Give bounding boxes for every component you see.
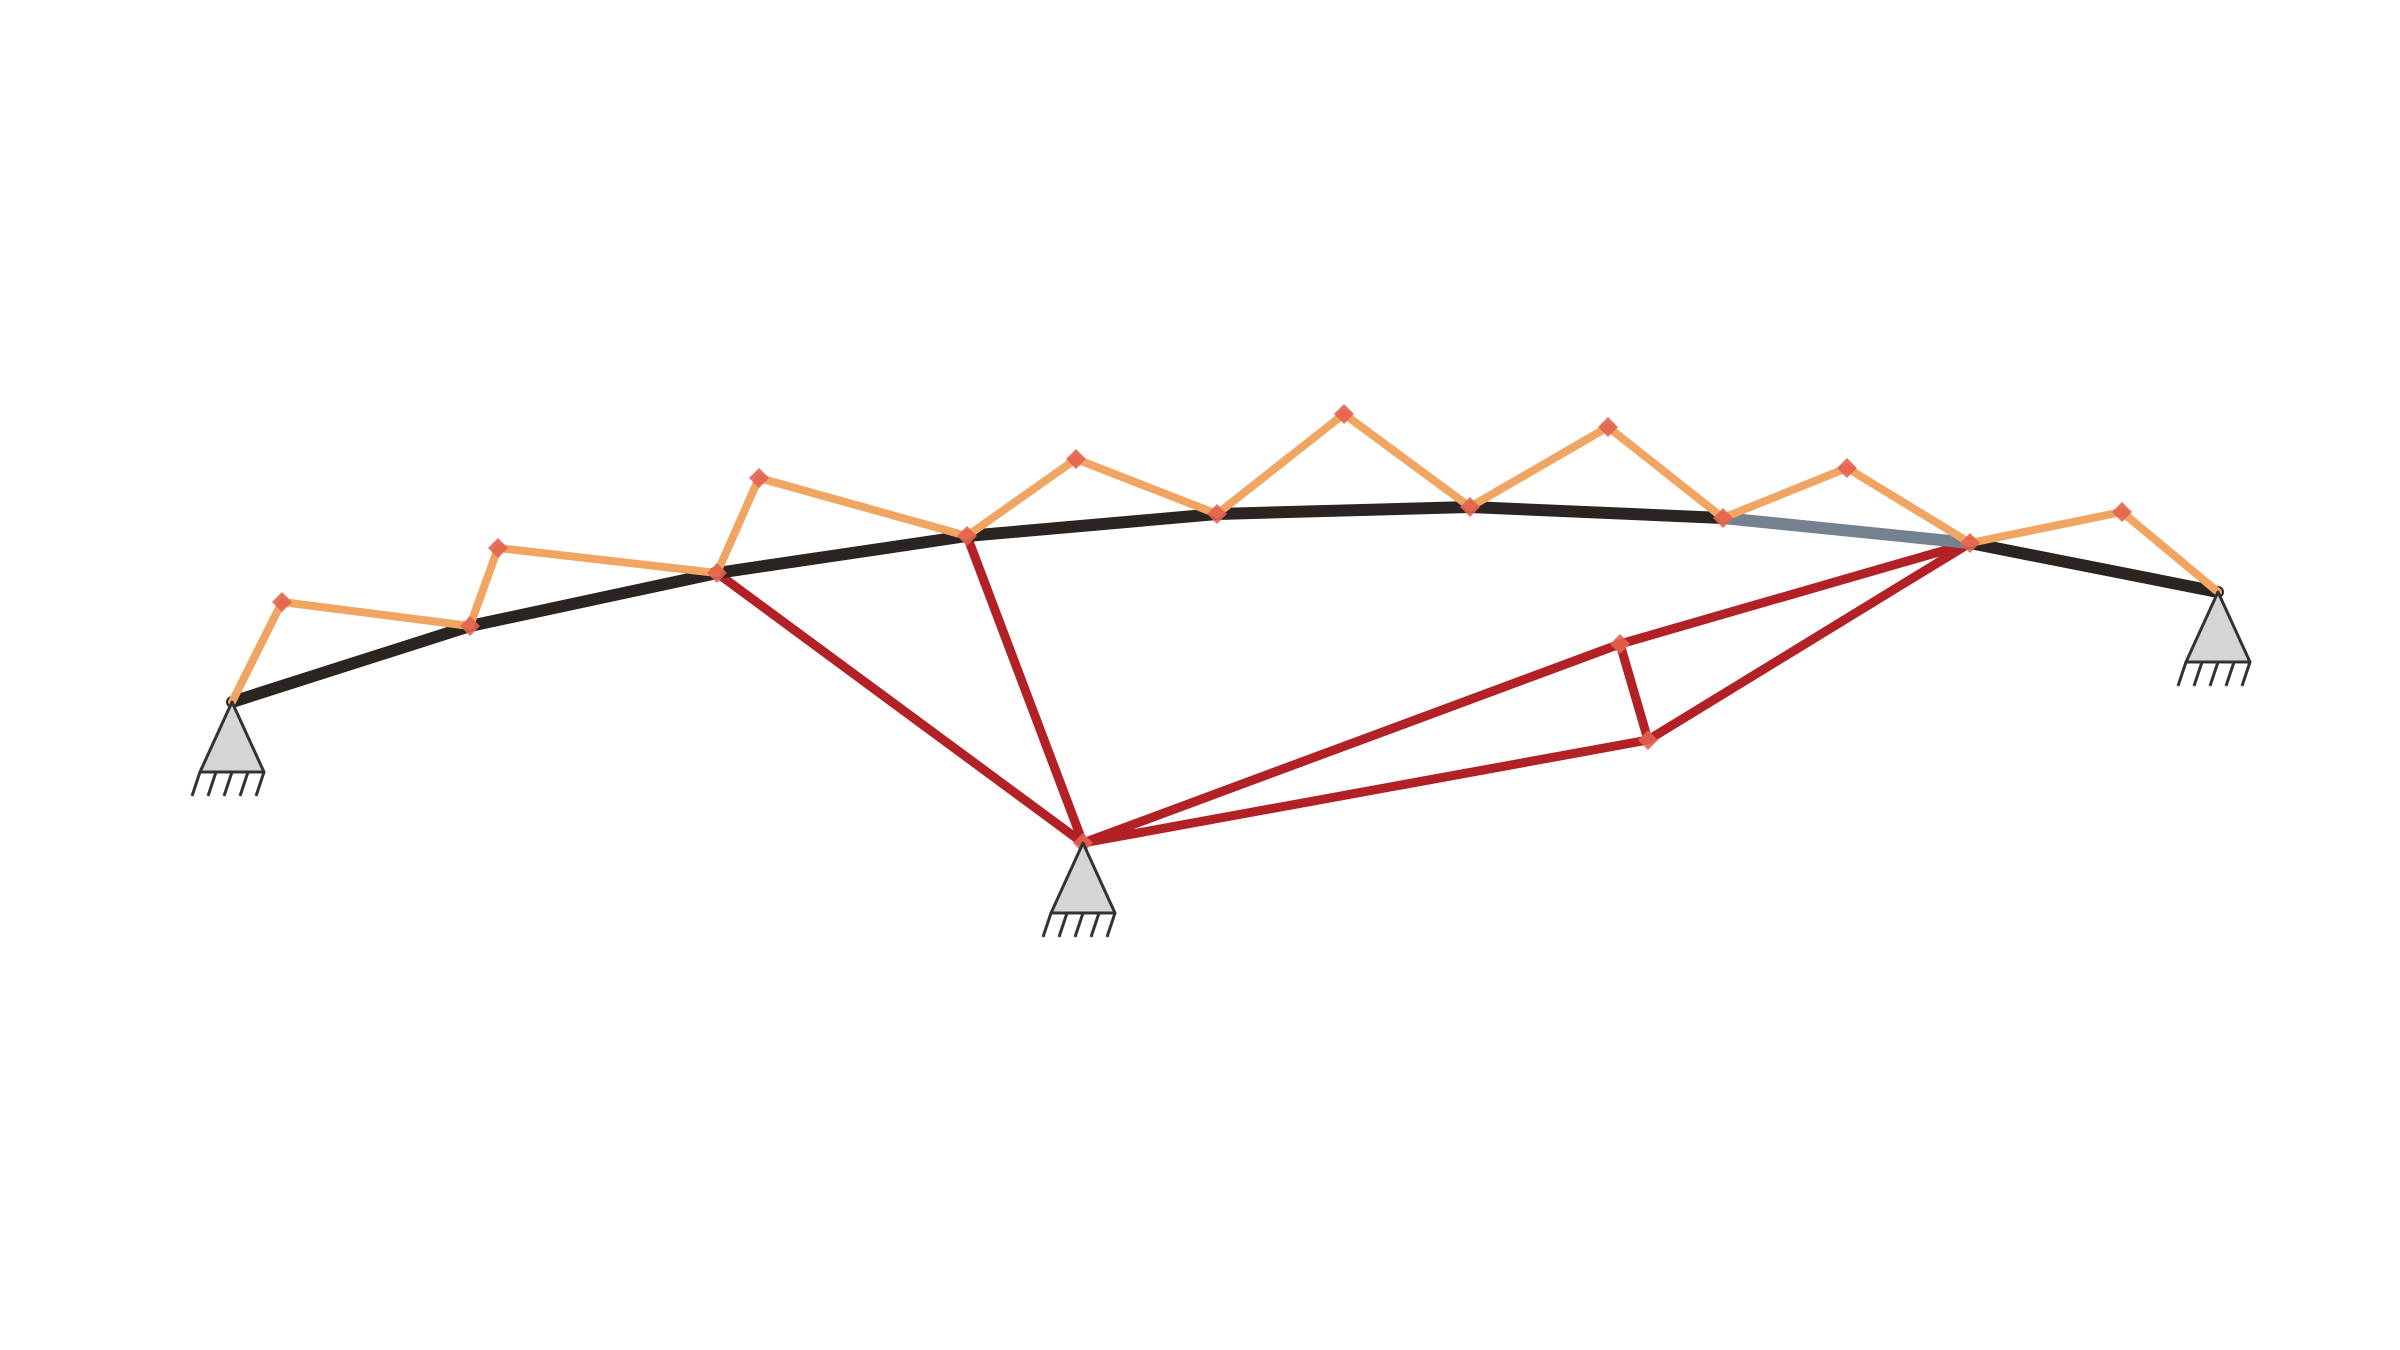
support-hatch [254, 771, 266, 797]
orange-truss-member [466, 544, 502, 630]
joint-marker [1960, 533, 1980, 553]
support-hatch [2192, 661, 2204, 687]
support-hatch [206, 771, 218, 797]
orange-truss-member [1213, 410, 1348, 518]
orange-truss-member [963, 455, 1080, 540]
joint-marker [749, 468, 769, 488]
support-hatch [2208, 661, 2220, 687]
joint-marker [1460, 497, 1480, 517]
supports-layer [190, 590, 2252, 938]
support-left [190, 700, 266, 797]
support-hatch [190, 771, 202, 797]
red-truss-member [1643, 538, 1975, 745]
orange-truss-member [1604, 423, 1727, 522]
support-right [2176, 590, 2252, 687]
joint-marker [1713, 508, 1733, 528]
red-truss-member [1615, 639, 1653, 745]
support-middle [1041, 841, 1117, 938]
orange-truss-member [494, 544, 721, 577]
chord-member [226, 620, 476, 708]
support-hatch [1073, 912, 1085, 938]
orange-truss-member [1340, 410, 1474, 511]
support-hatch [238, 771, 250, 797]
red-members-layer [712, 531, 1975, 848]
joint-markers-layer [272, 404, 2132, 853]
chord-member [961, 508, 1223, 542]
support-hatch [2240, 661, 2252, 687]
orange-truss-member [713, 474, 763, 577]
orange-truss-member [1966, 508, 2126, 547]
joint-marker [488, 538, 508, 558]
support-hatch [2176, 661, 2188, 687]
orange-truss-member [278, 598, 474, 630]
chord-member-highlight [1717, 512, 1976, 549]
joint-marker [1598, 417, 1618, 437]
joint-marker [1066, 449, 1086, 469]
orange-truss-member [2118, 508, 2222, 596]
orange-truss-member [1843, 464, 1974, 547]
orange-truss-member [228, 598, 286, 706]
chord-member [464, 567, 723, 632]
red-truss-member [1078, 735, 1653, 848]
joint-marker [1638, 730, 1658, 750]
joint-marker [707, 563, 727, 583]
joint-marker [2112, 502, 2132, 522]
joint-marker [1837, 458, 1857, 478]
support-hatch [1089, 912, 1101, 938]
orange-members-layer [228, 410, 2222, 706]
joint-marker [1610, 634, 1630, 654]
support-hatch [2224, 661, 2236, 687]
support-hatch [1041, 912, 1053, 938]
orange-truss-member [1719, 464, 1851, 522]
joint-marker [1207, 504, 1227, 524]
joint-marker [272, 592, 292, 612]
chord-member [1464, 501, 1729, 524]
red-truss-member [1078, 639, 1625, 848]
joint-marker [460, 616, 480, 636]
red-truss-member [962, 531, 1088, 848]
support-hatch [1057, 912, 1069, 938]
orange-truss-member [1072, 455, 1221, 518]
chord-member [1211, 501, 1476, 520]
orange-truss-member [1466, 423, 1612, 511]
chord-layer [226, 501, 2224, 708]
red-truss-member [712, 568, 1088, 848]
red-truss-member [1615, 538, 1975, 649]
chord-member [1964, 537, 2224, 598]
joint-marker [1334, 404, 1354, 424]
chord-member [711, 530, 973, 579]
joint-marker [957, 526, 977, 546]
support-hatch [222, 771, 234, 797]
orange-truss-member [755, 474, 971, 540]
support-hatch [1105, 912, 1117, 938]
